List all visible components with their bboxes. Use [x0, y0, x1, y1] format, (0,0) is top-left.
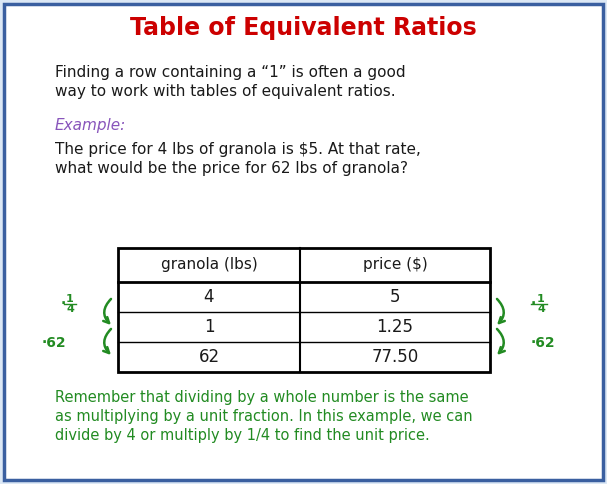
Text: Finding a row containing a “1” is often a good: Finding a row containing a “1” is often …: [55, 65, 405, 80]
Text: ·: ·: [61, 297, 66, 311]
Text: what would be the price for 62 lbs of granola?: what would be the price for 62 lbs of gr…: [55, 161, 408, 176]
FancyBboxPatch shape: [4, 4, 603, 480]
Text: 77.50: 77.50: [371, 348, 419, 366]
Text: 62: 62: [198, 348, 220, 366]
Text: granola (lbs): granola (lbs): [161, 257, 257, 272]
Text: way to work with tables of equivalent ratios.: way to work with tables of equivalent ra…: [55, 84, 396, 99]
Text: 4: 4: [537, 304, 545, 314]
Text: Example:: Example:: [55, 118, 126, 133]
Text: 1: 1: [66, 294, 74, 304]
Text: Table of Equivalent Ratios: Table of Equivalent Ratios: [130, 16, 476, 40]
Text: ·62: ·62: [531, 336, 555, 350]
Text: Remember that dividing by a whole number is the same: Remember that dividing by a whole number…: [55, 390, 469, 405]
Text: The price for 4 lbs of granola is $5. At that rate,: The price for 4 lbs of granola is $5. At…: [55, 142, 421, 157]
Text: 4: 4: [66, 304, 74, 314]
Bar: [118, 248, 490, 372]
Bar: [118, 248, 490, 372]
Text: divide by 4 or multiply by 1/4 to find the unit price.: divide by 4 or multiply by 1/4 to find t…: [55, 428, 430, 443]
Text: ·: ·: [531, 297, 536, 311]
Text: as multiplying by a unit fraction. In this example, we can: as multiplying by a unit fraction. In th…: [55, 409, 473, 424]
Text: 4: 4: [204, 288, 214, 306]
Text: 5: 5: [390, 288, 400, 306]
Text: ·62: ·62: [41, 336, 66, 350]
Text: 1: 1: [204, 318, 214, 336]
Text: 1: 1: [537, 294, 545, 304]
Text: 1.25: 1.25: [376, 318, 413, 336]
Text: price ($): price ($): [362, 257, 427, 272]
